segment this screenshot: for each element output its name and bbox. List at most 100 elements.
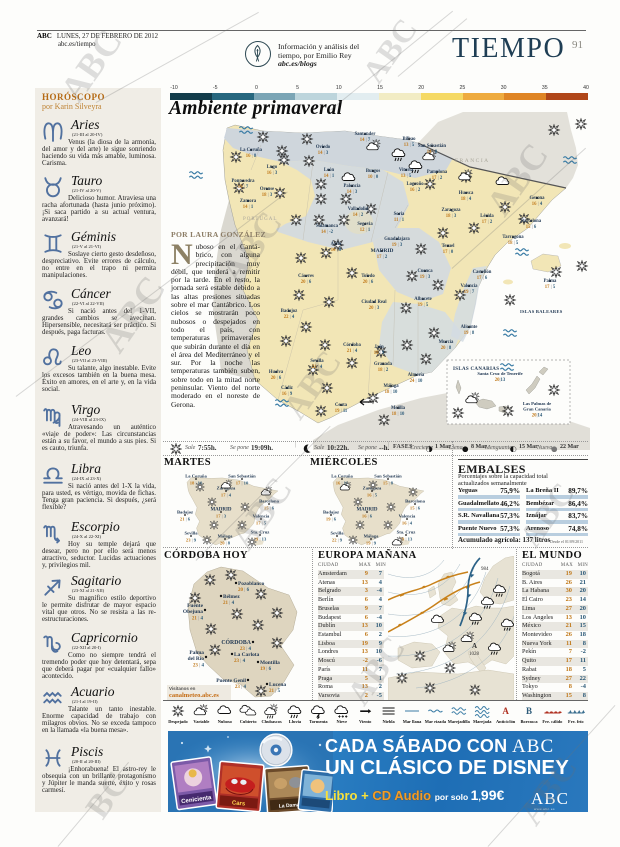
svg-text:16 | 4: 16 | 4 bbox=[532, 202, 543, 207]
svg-text:MADRID: MADRID bbox=[371, 248, 394, 254]
svg-text:21 | 6: 21 | 6 bbox=[180, 517, 191, 522]
svg-text:Pozoblanco: Pozoblanco bbox=[238, 581, 265, 587]
svg-text:Huesca: Huesca bbox=[459, 191, 474, 196]
svg-text:La Coruña: La Coruña bbox=[240, 148, 263, 153]
svg-text:18 | 4: 18 | 4 bbox=[461, 197, 472, 202]
svg-text:Cenicienta: Cenicienta bbox=[181, 795, 213, 805]
svg-text:18 | 10: 18 | 10 bbox=[392, 412, 405, 417]
svg-text:Granada: Granada bbox=[374, 362, 393, 367]
svg-text:Guadalajara: Guadalajara bbox=[384, 237, 410, 242]
svg-text:22 | 9: 22 | 9 bbox=[332, 538, 343, 543]
svg-text:14 | 1: 14 | 1 bbox=[324, 174, 335, 179]
svg-text:Zamora: Zamora bbox=[240, 199, 257, 204]
svg-text:Santa Cruz de Tenerife: Santa Cruz de Tenerife bbox=[477, 371, 522, 376]
svg-text:14 | 8: 14 | 8 bbox=[427, 150, 438, 155]
svg-text:Valencia: Valencia bbox=[253, 514, 270, 519]
svg-text:19 | 5: 19 | 5 bbox=[418, 303, 429, 308]
svg-text:Sevilla: Sevilla bbox=[330, 531, 344, 536]
svg-text:15 | 8: 15 | 8 bbox=[383, 481, 394, 486]
svg-text:19 | 6: 19 | 6 bbox=[326, 517, 337, 522]
svg-text:21 | 4: 21 | 4 bbox=[223, 601, 235, 606]
svg-text:Pontevedra: Pontevedra bbox=[232, 179, 256, 184]
svg-text:Burgos: Burgos bbox=[366, 169, 381, 174]
svg-text:17 | 6: 17 | 6 bbox=[477, 276, 488, 281]
svg-text:Cáceres: Cáceres bbox=[298, 274, 314, 279]
svg-text:Castellón: Castellón bbox=[473, 270, 492, 275]
svg-text:Gerona: Gerona bbox=[529, 196, 545, 201]
svg-text:Sevilla: Sevilla bbox=[310, 359, 324, 364]
svg-text:20 | 6: 20 | 6 bbox=[271, 376, 282, 381]
svg-text:ISLAS CANARIAS: ISLAS CANARIAS bbox=[453, 367, 499, 372]
svg-text:17 | 10: 17 | 10 bbox=[236, 481, 249, 486]
svg-text:Toledo: Toledo bbox=[361, 274, 375, 279]
svg-text:La Coruña: La Coruña bbox=[331, 474, 353, 479]
svg-text:Tarragona: Tarragona bbox=[502, 235, 524, 240]
svg-text:19 | 3: 19 | 3 bbox=[392, 243, 403, 248]
svg-text:19 | 8: 19 | 8 bbox=[464, 331, 475, 336]
svg-text:San Sebastián: San Sebastián bbox=[228, 474, 256, 479]
svg-text:Vitoria: Vitoria bbox=[399, 168, 414, 173]
svg-text:Almería: Almería bbox=[408, 373, 425, 378]
svg-text:Jaén: Jaén bbox=[374, 345, 384, 350]
svg-text:15 | 6: 15 | 6 bbox=[526, 225, 537, 230]
svg-text:ISLAS BALEARES: ISLAS BALEARES bbox=[520, 309, 563, 314]
svg-text:20|13: 20|13 bbox=[495, 378, 506, 383]
svg-text:14 | 3: 14 | 3 bbox=[347, 190, 358, 195]
svg-text:10 | 0: 10 | 0 bbox=[368, 175, 379, 180]
svg-text:17 | 4: 17 | 4 bbox=[221, 493, 232, 498]
svg-text:Cars: Cars bbox=[232, 800, 246, 807]
svg-text:20 | 6: 20 | 6 bbox=[301, 280, 312, 285]
svg-text:23 | 4: 23 | 4 bbox=[193, 664, 205, 669]
svg-text:19 | 13: 19 | 13 bbox=[400, 537, 413, 542]
svg-text:Santander: Santander bbox=[355, 132, 376, 137]
svg-text:A: A bbox=[472, 642, 477, 650]
svg-text:Zaragoza: Zaragoza bbox=[441, 208, 461, 213]
svg-text:Oviedo: Oviedo bbox=[316, 145, 331, 150]
svg-text:PORTUGAL: PORTUGAL bbox=[243, 217, 277, 222]
svg-text:14 | 2: 14 | 2 bbox=[353, 213, 364, 218]
svg-text:14 | -2: 14 | -2 bbox=[321, 230, 334, 235]
svg-text:18 | 5: 18 | 5 bbox=[508, 241, 519, 246]
svg-text:Melilla: Melilla bbox=[391, 406, 406, 411]
svg-text:MADRID: MADRID bbox=[356, 508, 377, 513]
svg-text:Soria: Soria bbox=[394, 212, 405, 217]
svg-text:18 | 2: 18 | 2 bbox=[378, 368, 389, 373]
svg-text:Málaga: Málaga bbox=[383, 384, 399, 389]
svg-text:20 | 6: 20 | 6 bbox=[363, 280, 374, 285]
svg-text:19 | 7: 19 | 7 bbox=[238, 185, 249, 190]
svg-text:Salamanca: Salamanca bbox=[316, 224, 339, 229]
svg-text:Ceuta: Ceuta bbox=[335, 403, 348, 408]
svg-text:1028: 1028 bbox=[469, 652, 480, 657]
svg-text:Barcelona: Barcelona bbox=[521, 219, 542, 224]
svg-text:19 | 6: 19 | 6 bbox=[260, 667, 272, 672]
svg-text:Las Palmas de: Las Palmas de bbox=[523, 401, 551, 406]
svg-text:Badajoz: Badajoz bbox=[323, 510, 339, 515]
svg-text:Palma: Palma bbox=[544, 279, 557, 284]
svg-text:19 | 13: 19 | 13 bbox=[254, 537, 267, 542]
svg-text:Barcelona: Barcelona bbox=[405, 499, 426, 504]
svg-text:Pamplona: Pamplona bbox=[427, 170, 448, 175]
svg-text:22 | 4: 22 | 4 bbox=[284, 315, 295, 320]
svg-text:16 | 8: 16 | 8 bbox=[246, 154, 257, 159]
svg-text:Montilla: Montilla bbox=[260, 660, 280, 666]
svg-text:13 | 5: 13 | 5 bbox=[404, 143, 415, 148]
svg-text:20|14: 20|14 bbox=[532, 414, 543, 419]
svg-text:León: León bbox=[324, 168, 335, 173]
svg-text:Córdoba: Córdoba bbox=[343, 343, 361, 348]
svg-text:Sta. Cruz: Sta. Cruz bbox=[251, 530, 270, 535]
svg-text:Palencia: Palencia bbox=[344, 184, 362, 189]
svg-text:14 | 1: 14 | 1 bbox=[243, 205, 254, 210]
svg-text:17 | 0: 17 | 0 bbox=[443, 250, 454, 255]
svg-text:La Carlota: La Carlota bbox=[234, 652, 260, 658]
svg-text:18 | 3: 18 | 3 bbox=[446, 214, 457, 219]
svg-text:984: 984 bbox=[481, 567, 489, 572]
svg-text:del Río: del Río bbox=[188, 656, 205, 662]
svg-text:24 | 10: 24 | 10 bbox=[410, 379, 423, 384]
svg-text:Huelva: Huelva bbox=[269, 370, 284, 375]
svg-text:Málaga: Málaga bbox=[364, 534, 380, 539]
svg-text:16 | 3: 16 | 3 bbox=[267, 171, 278, 176]
svg-text:Lérida: Lérida bbox=[480, 214, 494, 219]
svg-text:Segovia: Segovia bbox=[357, 222, 373, 227]
svg-text:Málaga: Málaga bbox=[218, 534, 234, 539]
svg-text:Obejuna: Obejuna bbox=[183, 609, 203, 615]
